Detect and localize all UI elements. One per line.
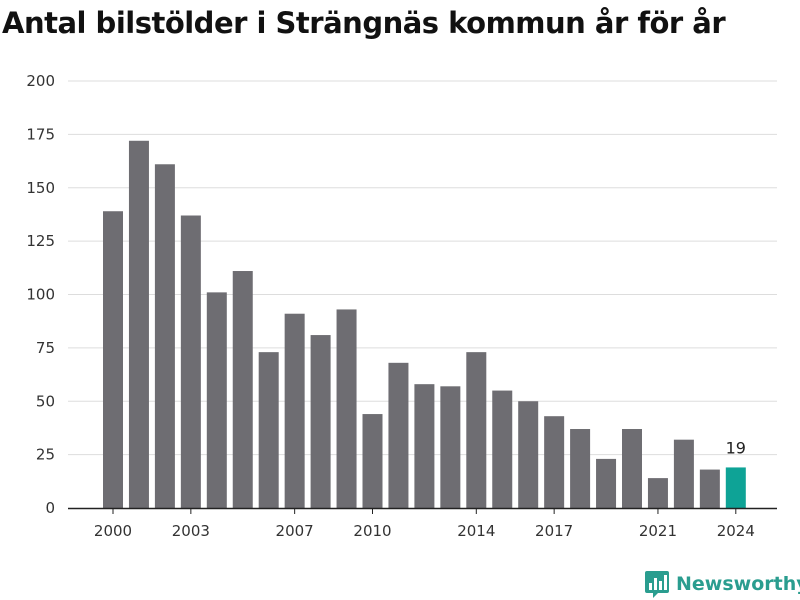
y-tick-label-175: 175 [26, 125, 55, 143]
x-tick-label-2003: 2003 [172, 522, 210, 540]
x-tick-label-2014: 2014 [457, 522, 495, 540]
bar-2018 [570, 429, 591, 508]
bar-2022 [673, 439, 694, 508]
newsworthy-logo: Newsworthy [644, 569, 800, 599]
bar-2017 [544, 416, 565, 508]
x-tick-label-2007: 2007 [276, 522, 314, 540]
bar-2002 [154, 164, 175, 508]
bar-2011 [388, 362, 409, 508]
bar-2012 [414, 384, 435, 508]
data-label-2024: 19 [726, 438, 746, 457]
y-tick-label-75: 75 [36, 339, 55, 357]
x-tick-label-2017: 2017 [535, 522, 573, 540]
x-axis: 2000 2003 2007 2010 2014 2017 2021 2024 [68, 507, 777, 540]
bar-2020 [622, 429, 642, 508]
bar-2006 [258, 352, 279, 508]
x-tick-label-2010: 2010 [353, 522, 391, 540]
bar-2009 [336, 309, 357, 508]
x-tick-label-2021: 2021 [639, 522, 677, 540]
y-axis-ticks: 0 25 50 75 100 125 150 175 200 [26, 72, 55, 517]
bar-2010 [362, 414, 383, 508]
data-labels: 19 [726, 438, 746, 457]
bar-2019 [596, 458, 617, 508]
y-tick-label-200: 200 [26, 72, 55, 90]
x-tick-label-2024: 2024 [717, 522, 755, 540]
bar-2001 [128, 140, 149, 508]
bar-2015 [492, 390, 513, 508]
y-tick-label-150: 150 [26, 179, 55, 197]
bar-2024 [725, 467, 746, 508]
bars [103, 140, 746, 509]
brand-name: Newsworthy [676, 573, 800, 595]
bar-2023 [699, 469, 720, 508]
y-tick-label-50: 50 [36, 392, 55, 410]
y-tick-label-25: 25 [36, 446, 55, 464]
y-tick-label-125: 125 [26, 232, 55, 250]
bar-2008 [310, 335, 331, 508]
bar-2003 [180, 215, 201, 508]
bar-2013 [440, 386, 461, 508]
bar-2004 [206, 292, 227, 508]
bar-2014 [466, 352, 487, 508]
bar-2007 [284, 313, 305, 508]
bar-2000 [103, 211, 123, 509]
y-tick-label-0: 0 [45, 499, 55, 517]
y-tick-label-100: 100 [26, 286, 55, 304]
x-tick-label-2000: 2000 [94, 522, 132, 540]
bar-chart-pin-icon [645, 571, 669, 598]
bar-2005 [232, 271, 253, 508]
chart-title: Antal bilstölder i Strängnäs kommun år f… [2, 6, 726, 40]
bar-2021 [647, 478, 668, 508]
bar-2016 [518, 401, 539, 508]
